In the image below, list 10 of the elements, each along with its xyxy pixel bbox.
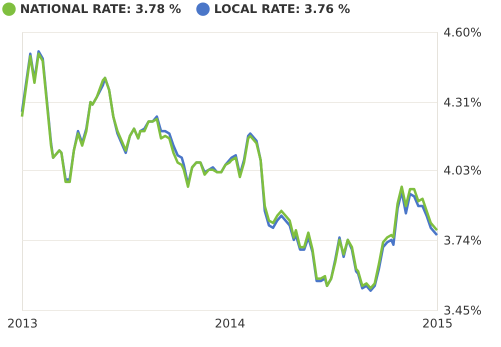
x-tick-label: 2014 (214, 316, 246, 330)
legend-label: LOCAL RATE: 3.76 % (214, 2, 350, 16)
y-tick-label: 3.45% (444, 304, 482, 318)
y-tick-label: 4.03% (444, 163, 482, 178)
y-tick-label: 4.60% (444, 26, 482, 40)
x-tick-label: 2013 (7, 316, 38, 330)
x-tick-label: 2015 (422, 316, 453, 330)
legend-label: NATIONAL RATE: 3.78 % (20, 2, 182, 16)
y-tick-label: 4.31% (444, 96, 482, 110)
y-tick-label: 3.74% (444, 233, 482, 248)
